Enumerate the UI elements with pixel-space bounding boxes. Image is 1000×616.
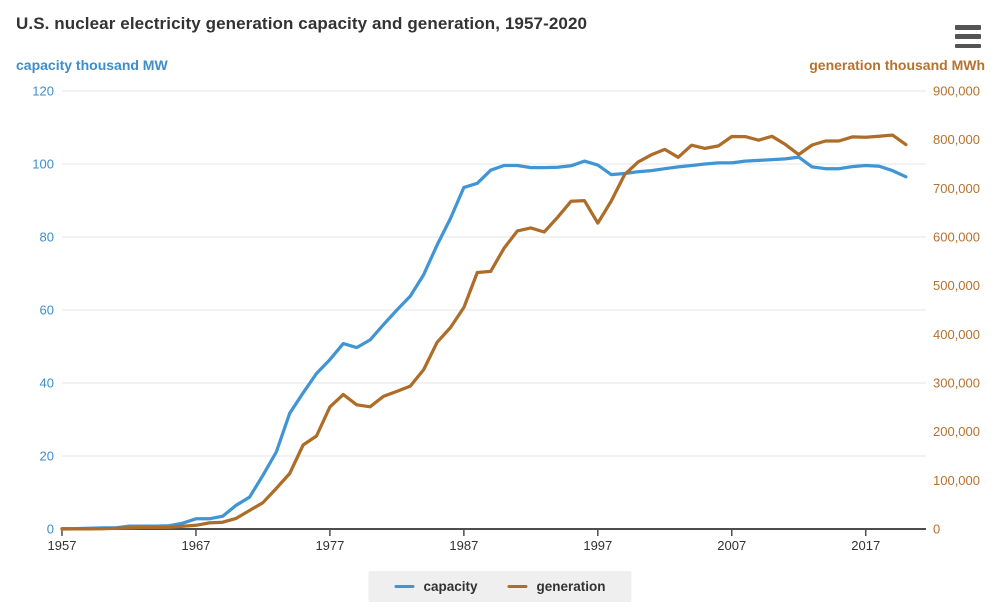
y-tick-label-right: 300,000 xyxy=(933,376,980,391)
y-tick-label-right: 900,000 xyxy=(933,84,980,99)
y-tick-label-right: 600,000 xyxy=(933,230,980,245)
chart-title: U.S. nuclear electricity generation capa… xyxy=(16,14,588,33)
y-tick-label-right: 800,000 xyxy=(933,132,980,147)
x-tick-label: 1987 xyxy=(449,538,478,553)
y-tick-label-right: 200,000 xyxy=(933,424,980,439)
y-tick-label-right: 0 xyxy=(933,522,940,537)
generation-line xyxy=(60,133,908,531)
y-tick-label-right: 100,000 xyxy=(933,473,980,488)
right-axis-title: generation thousand MWh xyxy=(809,57,985,73)
y-tick-label-right: 700,000 xyxy=(933,181,980,196)
x-tick-label: 2007 xyxy=(717,538,746,553)
x-tick-label: 2017 xyxy=(851,538,880,553)
x-tick-label: 1997 xyxy=(583,538,612,553)
y-tick-label-left: 120 xyxy=(32,84,54,99)
x-tick-label: 1967 xyxy=(181,538,210,553)
y-tick-label-left: 100 xyxy=(32,157,54,172)
legend-item-capacity[interactable]: capacity xyxy=(394,579,478,594)
x-tick-label: 1957 xyxy=(48,538,77,553)
y-tick-label-left: 80 xyxy=(40,230,54,245)
y-tick-label-left: 60 xyxy=(40,303,54,318)
x-tick-label: 1977 xyxy=(315,538,344,553)
capacity-line-swatch xyxy=(394,584,415,589)
hamburger-bar xyxy=(955,34,981,39)
y-tick-label-left: 40 xyxy=(40,376,54,391)
legend-item-generation[interactable]: generation xyxy=(507,579,606,594)
generation-line-swatch xyxy=(507,584,528,589)
y-tick-label-right: 500,000 xyxy=(933,278,980,293)
legend-label-generation: generation xyxy=(536,579,606,594)
left-axis-title: capacity thousand MW xyxy=(16,57,168,73)
hamburger-icon[interactable] xyxy=(955,25,982,48)
y-tick-label-left: 0 xyxy=(47,522,54,537)
y-tick-label-left: 20 xyxy=(40,449,54,464)
hamburger-bar xyxy=(955,43,981,48)
hamburger-bar xyxy=(955,25,981,30)
legend: capacity generation xyxy=(368,571,632,602)
legend-label-capacity: capacity xyxy=(423,579,478,594)
y-tick-label-right: 400,000 xyxy=(933,327,980,342)
capacity-line xyxy=(60,155,908,531)
